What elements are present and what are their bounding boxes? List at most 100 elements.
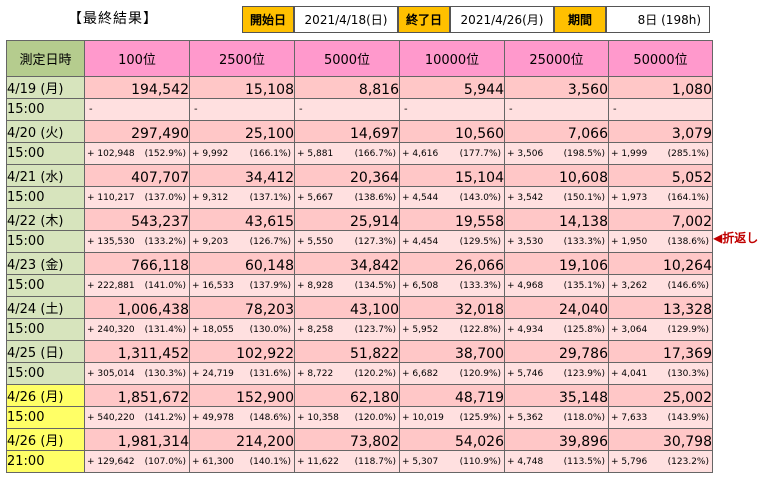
- border-value: 26,066: [399, 252, 505, 275]
- increase-cell: + 9,312 (137.1%): [189, 186, 295, 209]
- page-title: 【最終結果】: [68, 11, 158, 27]
- increase-rate: (198.5%): [563, 148, 605, 159]
- increase-cell: + 4,041 (130.3%): [608, 362, 713, 385]
- increase-cell: + 4,454 (129.5%): [399, 230, 505, 253]
- measure-date: 4/19 (月): [6, 76, 85, 99]
- increase-cell: + 18,055 (130.0%): [189, 318, 295, 341]
- increase-amount: + 8,722: [297, 368, 334, 379]
- increase-amount: + 6,508: [402, 280, 439, 291]
- increase-amount: + 10,019: [402, 412, 444, 423]
- increase-cell: + 5,307 (110.9%): [399, 450, 505, 473]
- table-row: 15:00 + 240,320 (131.4%) + 18,055 (130.0%) + …: [6, 318, 713, 341]
- measure-time: 21:00: [6, 450, 85, 473]
- measure-time: 15:00: [6, 186, 85, 209]
- table-row: 15:00 + 305,014 (130.3%) + 24,719 (131.6%) + …: [6, 362, 713, 385]
- table-row: 15:00 + 540,220 (141.2%) + 49,978 (148.6%) + …: [6, 406, 713, 429]
- increase-cell: + 49,978 (148.6%): [189, 406, 295, 429]
- increase-cell: + 10,019 (125.9%): [399, 406, 505, 429]
- table-row: 21:00 + 129,642 (107.0%) + 61,300 (140.1%) + …: [6, 450, 713, 473]
- increase-cell: + 110,217 (137.0%): [84, 186, 190, 209]
- increase-rate: (140.1%): [249, 456, 291, 467]
- increase-amount: + 1,999: [611, 148, 648, 159]
- increase-rate: (123.9%): [563, 368, 605, 379]
- border-value: 14,697: [294, 120, 400, 143]
- increase-cell: + 5,796 (123.2%): [608, 450, 713, 473]
- increase-cell: -: [608, 98, 713, 121]
- rank-column-header: 25000位: [504, 40, 609, 77]
- increase-amount: + 3,506: [507, 148, 544, 159]
- border-value: 14,138: [504, 208, 609, 231]
- border-value: 194,542: [84, 76, 190, 99]
- increase-amount: + 7,633: [611, 412, 648, 423]
- increase-rate: (141.2%): [144, 412, 186, 423]
- increase-cell: + 5,952 (122.8%): [399, 318, 505, 341]
- table-row: 4/26 (月) 1,981,314 214,200 73,802 54,026 39,8…: [6, 428, 713, 451]
- increase-cell: + 4,544 (143.0%): [399, 186, 505, 209]
- increase-rate: (133.3%): [459, 280, 501, 291]
- increase-cell: + 16,533 (137.9%): [189, 274, 295, 297]
- increase-amount: + 5,952: [402, 324, 439, 335]
- increase-rate: (143.0%): [459, 192, 501, 203]
- border-value: 19,558: [399, 208, 505, 231]
- border-value: 62,180: [294, 384, 400, 407]
- table-row: 4/26 (月) 1,851,672 152,900 62,180 48,719 35,1…: [6, 384, 713, 407]
- increase-cell: + 5,550 (127.3%): [294, 230, 400, 253]
- measure-date: 4/26 (月): [6, 428, 85, 451]
- rank-column-header: 100位: [84, 40, 190, 77]
- table-row: 15:00 + 222,881 (141.0%) + 16,533 (137.9%) + …: [6, 274, 713, 297]
- increase-cell: + 540,220 (141.2%): [84, 406, 190, 429]
- border-value: 25,914: [294, 208, 400, 231]
- border-value: 7,066: [504, 120, 609, 143]
- measure-time: 15:00: [6, 230, 85, 253]
- increase-amount: + 3,542: [507, 192, 544, 203]
- increase-rate: (131.6%): [249, 368, 291, 379]
- measure-time: 15:00: [6, 274, 85, 297]
- rank-column-header: 5000位: [294, 40, 400, 77]
- increase-amount: + 5,362: [507, 412, 544, 423]
- increase-cell: + 3,262 (146.6%): [608, 274, 713, 297]
- increase-cell: + 1,999 (285.1%): [608, 142, 713, 165]
- border-value: 3,079: [608, 120, 713, 143]
- increase-rate: (137.9%): [249, 280, 291, 291]
- measure-date: 4/20 (火): [6, 120, 85, 143]
- increase-cell: + 129,642 (107.0%): [84, 450, 190, 473]
- border-value: 35,148: [504, 384, 609, 407]
- increase-cell: + 5,881 (166.7%): [294, 142, 400, 165]
- increase-rate: (138.6%): [354, 192, 396, 203]
- increase-rate: (130.3%): [144, 368, 186, 379]
- increase-rate: (133.2%): [144, 236, 186, 247]
- increase-amount: + 9,312: [192, 192, 229, 203]
- no-change-dash: -: [509, 104, 513, 115]
- end-date-value: 2021/4/26(月): [450, 6, 554, 33]
- border-value: 54,026: [399, 428, 505, 451]
- increase-cell: + 3,542 (150.1%): [504, 186, 609, 209]
- increase-cell: + 3,530 (133.3%): [504, 230, 609, 253]
- increase-cell: + 1,973 (164.1%): [608, 186, 713, 209]
- increase-cell: + 5,362 (118.0%): [504, 406, 609, 429]
- no-change-dash: -: [299, 104, 303, 115]
- increase-rate: (125.8%): [563, 324, 605, 335]
- table-row: 15:00 + 102,948 (152.9%) + 9,992 (166.1%) + 5…: [6, 142, 713, 165]
- increase-amount: + 4,544: [402, 192, 439, 203]
- increase-amount: + 10,358: [297, 412, 339, 423]
- increase-cell: -: [399, 98, 505, 121]
- increase-amount: + 305,014: [87, 368, 135, 379]
- increase-rate: (120.2%): [354, 368, 396, 379]
- increase-amount: + 4,616: [402, 148, 439, 159]
- increase-cell: + 8,928 (134.5%): [294, 274, 400, 297]
- increase-rate: (107.0%): [144, 456, 186, 467]
- border-value: 32,018: [399, 296, 505, 319]
- border-value: 297,490: [84, 120, 190, 143]
- border-value: 13,328: [608, 296, 713, 319]
- increase-amount: + 4,041: [611, 368, 648, 379]
- increase-cell: + 8,722 (120.2%): [294, 362, 400, 385]
- border-value: 10,608: [504, 164, 609, 187]
- increase-rate: (122.8%): [459, 324, 501, 335]
- increase-amount: + 6,682: [402, 368, 439, 379]
- border-value: 43,100: [294, 296, 400, 319]
- rank-column-header: 50000位: [608, 40, 713, 77]
- border-value: 30,798: [608, 428, 713, 451]
- increase-amount: + 5,746: [507, 368, 544, 379]
- border-value: 8,816: [294, 76, 400, 99]
- increase-cell: + 4,934 (125.8%): [504, 318, 609, 341]
